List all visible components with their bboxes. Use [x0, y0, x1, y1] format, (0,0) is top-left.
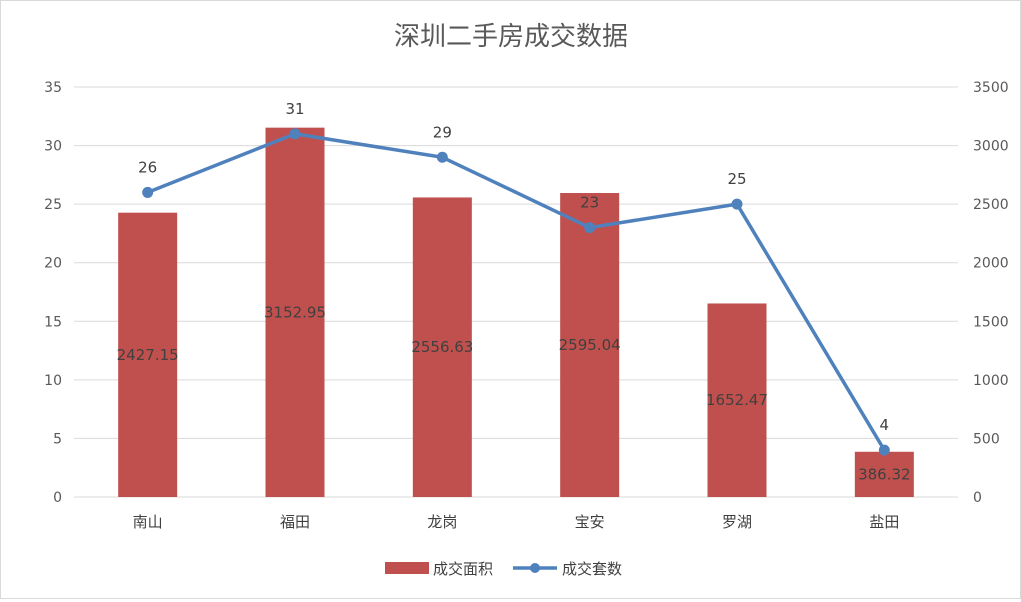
line-data-label: 31 — [285, 100, 304, 118]
legend: 成交面积 成交套数 — [385, 560, 622, 578]
category-label: 福田 — [280, 513, 310, 531]
category-label: 龙岗 — [427, 513, 457, 531]
left-tick-label: 30 — [44, 139, 62, 155]
bar-data-label: 1652.47 — [706, 391, 768, 409]
right-tick-label: 500 — [973, 431, 1000, 447]
legend-swatch-marker — [530, 563, 540, 573]
legend-label-line: 成交套数 — [562, 560, 622, 578]
left-tick-label: 5 — [53, 431, 62, 447]
line-data-label: 4 — [880, 416, 890, 434]
line-point — [878, 444, 890, 456]
line-point — [436, 151, 448, 163]
bar-data-labels: 2427.15 3152.95 2556.63 2595.04 1652.47 386.3… — [117, 303, 911, 483]
category-label: 盐田 — [869, 513, 899, 531]
bar-data-label: 2556.63 — [411, 338, 473, 356]
category-label: 罗湖 — [722, 513, 752, 531]
category-label: 南山 — [133, 513, 163, 531]
line-point — [584, 222, 596, 234]
left-tick-label: 15 — [44, 314, 62, 330]
legend-label-bar: 成交面积 — [433, 560, 493, 578]
left-tick-label: 35 — [44, 80, 62, 96]
line-data-label: 23 — [580, 194, 599, 212]
line-data-label: 26 — [138, 158, 157, 176]
line-point — [289, 128, 301, 140]
left-tick-label: 20 — [44, 256, 62, 272]
series-line — [147, 132, 886, 452]
line-data-label: 25 — [727, 170, 746, 188]
right-y-axis: 0 500 1000 1500 2000 2500 3000 3500 — [973, 80, 1009, 506]
gridlines — [74, 86, 958, 498]
right-tick-label: 1000 — [973, 373, 1009, 389]
line-point — [731, 198, 743, 210]
legend-swatch-bar — [385, 562, 429, 574]
bar-data-label: 2595.04 — [559, 336, 621, 354]
bar — [707, 303, 767, 497]
x-axis-categories: 南山 福田 龙岗 宝安 罗湖 盐田 — [133, 513, 900, 531]
right-tick-label: 1500 — [973, 314, 1009, 330]
chart-title: 深圳二手房成交数据 — [394, 22, 628, 52]
bar — [560, 193, 620, 497]
right-tick-label: 3000 — [973, 139, 1009, 155]
right-tick-label: 3500 — [973, 80, 1009, 96]
right-tick-label: 2000 — [973, 256, 1009, 272]
line-data-labels: 26 31 29 23 25 4 — [138, 100, 889, 434]
bar-data-label: 386.32 — [858, 465, 911, 483]
right-tick-label: 0 — [973, 490, 982, 506]
bar — [412, 197, 472, 498]
bar-series — [118, 127, 914, 498]
bar — [854, 451, 914, 497]
category-label: 宝安 — [575, 513, 605, 531]
bar-data-label: 3152.95 — [264, 303, 326, 321]
left-tick-label: 25 — [44, 197, 62, 213]
bar — [118, 212, 178, 498]
line-series — [142, 128, 890, 456]
line-data-label: 29 — [433, 123, 452, 141]
line-point — [142, 186, 154, 198]
bar-data-label: 2427.15 — [117, 346, 179, 364]
left-tick-label: 10 — [44, 373, 62, 389]
right-tick-label: 2500 — [973, 197, 1009, 213]
left-y-axis: 0 5 10 15 20 25 30 35 — [44, 80, 62, 506]
left-tick-label: 0 — [53, 490, 62, 506]
bar — [265, 127, 325, 498]
